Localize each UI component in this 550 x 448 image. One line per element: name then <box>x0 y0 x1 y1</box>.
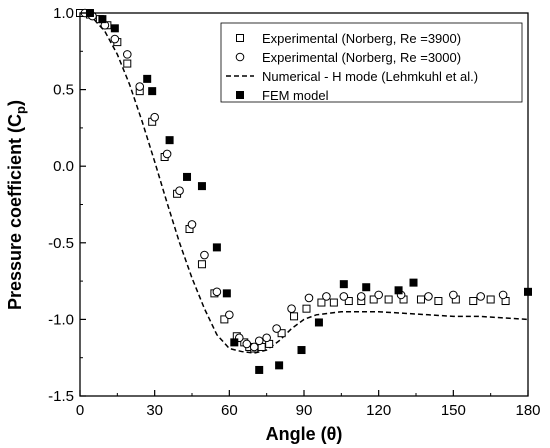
data-point-open-square <box>486 295 495 304</box>
legend-marker-swatch <box>236 34 244 42</box>
x-tick-label: 150 <box>441 402 466 419</box>
legend-label: Experimental (Norberg, Re =3000) <box>262 50 461 65</box>
data-point-open-square <box>277 329 286 338</box>
data-point-open-square <box>329 298 338 307</box>
x-tick-label: 180 <box>515 402 540 419</box>
data-point-filled-square <box>197 182 206 191</box>
data-point-open-square <box>469 297 478 306</box>
data-point-filled-square <box>165 136 174 145</box>
legend-label: Experimental (Norberg, Re =3900) <box>262 31 461 46</box>
data-point-open-square <box>123 59 132 68</box>
data-point-open-circle <box>122 50 132 59</box>
data-point-open-square <box>384 295 393 304</box>
legend-marker-swatch <box>235 52 245 62</box>
y-tick-label: 0.0 <box>53 158 74 175</box>
x-tick-label: 0 <box>76 402 84 419</box>
data-point-open-square <box>197 260 206 269</box>
data-point-open-circle <box>374 290 383 300</box>
data-point-open-circle <box>110 34 120 44</box>
numerical-h-mode-line <box>79 12 529 354</box>
data-point-open-circle <box>200 250 209 260</box>
data-point-filled-square <box>394 286 403 295</box>
data-point-open-circle <box>150 112 159 122</box>
x-tick-label: 30 <box>146 402 163 419</box>
data-point-open-circle <box>287 304 296 313</box>
series-filled-square <box>85 9 532 374</box>
data-point-open-circle <box>262 333 271 343</box>
data-point-filled-square <box>183 172 192 181</box>
data-point-open-square <box>317 298 326 307</box>
data-point-filled-square <box>110 24 119 33</box>
data-point-open-circle <box>175 186 184 196</box>
data-point-open-circle <box>249 342 259 352</box>
y-axis-title-subscript: p <box>13 106 28 114</box>
data-point-open-circle <box>272 324 281 333</box>
y-tick-label: -1.5 <box>48 388 74 405</box>
data-point-filled-square <box>148 87 157 96</box>
x-tick-label: 120 <box>366 402 391 419</box>
data-point-open-circle <box>356 292 366 301</box>
series-open-circle <box>80 8 508 352</box>
y-tick-label: 0.5 <box>53 82 74 99</box>
y-axis-title-main: Pressure coefficient (C <box>5 114 25 310</box>
plot-marks <box>76 8 532 374</box>
data-point-filled-square <box>98 15 107 24</box>
legend-label: FEM model <box>262 88 329 103</box>
data-point-open-circle <box>162 149 172 159</box>
data-point-open-circle <box>449 290 458 300</box>
data-point-filled-square <box>409 278 418 287</box>
data-point-open-square <box>290 312 299 321</box>
legend-box <box>220 22 523 103</box>
y-axis-title-close: ) <box>5 100 25 106</box>
data-point-open-square <box>220 315 229 324</box>
data-point-filled-square <box>275 361 284 370</box>
data-point-open-square <box>369 295 378 304</box>
data-point-filled-square <box>212 243 221 252</box>
data-point-open-circle <box>212 287 222 297</box>
legend: Experimental (Norberg, Re =3900) Experime… <box>220 22 523 103</box>
legend-item: Experimental (Norberg, Re =3000) <box>235 50 461 65</box>
data-point-filled-square <box>339 280 348 289</box>
data-point-open-circle <box>242 339 252 349</box>
y-axis-title: Pressure coefficient (Cp) <box>5 100 28 310</box>
data-point-open-circle <box>498 290 508 300</box>
data-point-open-square <box>344 297 353 306</box>
legend-label: Numerical - H mode (Lehmkuhl et al.) <box>262 69 478 84</box>
data-point-open-circle <box>225 310 234 320</box>
data-point-open-square <box>302 304 311 313</box>
legend-marker-swatch <box>236 91 244 99</box>
data-point-open-square <box>416 295 425 304</box>
legend-item: Experimental (Norberg, Re =3900) <box>236 31 461 46</box>
x-axis: 0 30 60 90 120 150 180 <box>76 390 541 419</box>
x-tick-label: 90 <box>296 402 313 419</box>
data-point-open-circle <box>322 292 331 301</box>
data-point-filled-square <box>143 74 152 83</box>
data-point-open-square <box>434 297 443 306</box>
y-axis: 1.0 0.5 0.0 -0.5 -1.0 -1.5 <box>48 5 86 405</box>
x-tick-label: 60 <box>221 402 238 419</box>
series-dashed-line <box>79 12 529 354</box>
legend-item: FEM model <box>236 88 329 103</box>
y-tick-label: -1.0 <box>48 311 74 328</box>
data-point-filled-square <box>222 289 231 298</box>
legend-item: Numerical - H mode (Lehmkuhl et al.) <box>226 69 478 84</box>
data-point-open-circle <box>135 82 145 91</box>
data-point-filled-square <box>297 346 306 355</box>
data-point-filled-square <box>362 283 371 292</box>
data-point-open-circle <box>187 220 197 229</box>
data-point-open-circle <box>254 336 264 346</box>
x-axis-title: Angle (θ) <box>266 424 343 444</box>
data-point-filled-square <box>314 318 323 327</box>
y-tick-label: -0.5 <box>48 235 74 252</box>
data-point-open-circle <box>424 292 433 301</box>
y-tick-label: 1.0 <box>53 5 74 22</box>
data-point-filled-square <box>230 338 239 347</box>
data-point-open-circle <box>304 293 314 303</box>
data-point-open-circle <box>476 292 486 301</box>
data-point-open-circle <box>339 292 349 301</box>
data-point-filled-square <box>255 365 264 374</box>
